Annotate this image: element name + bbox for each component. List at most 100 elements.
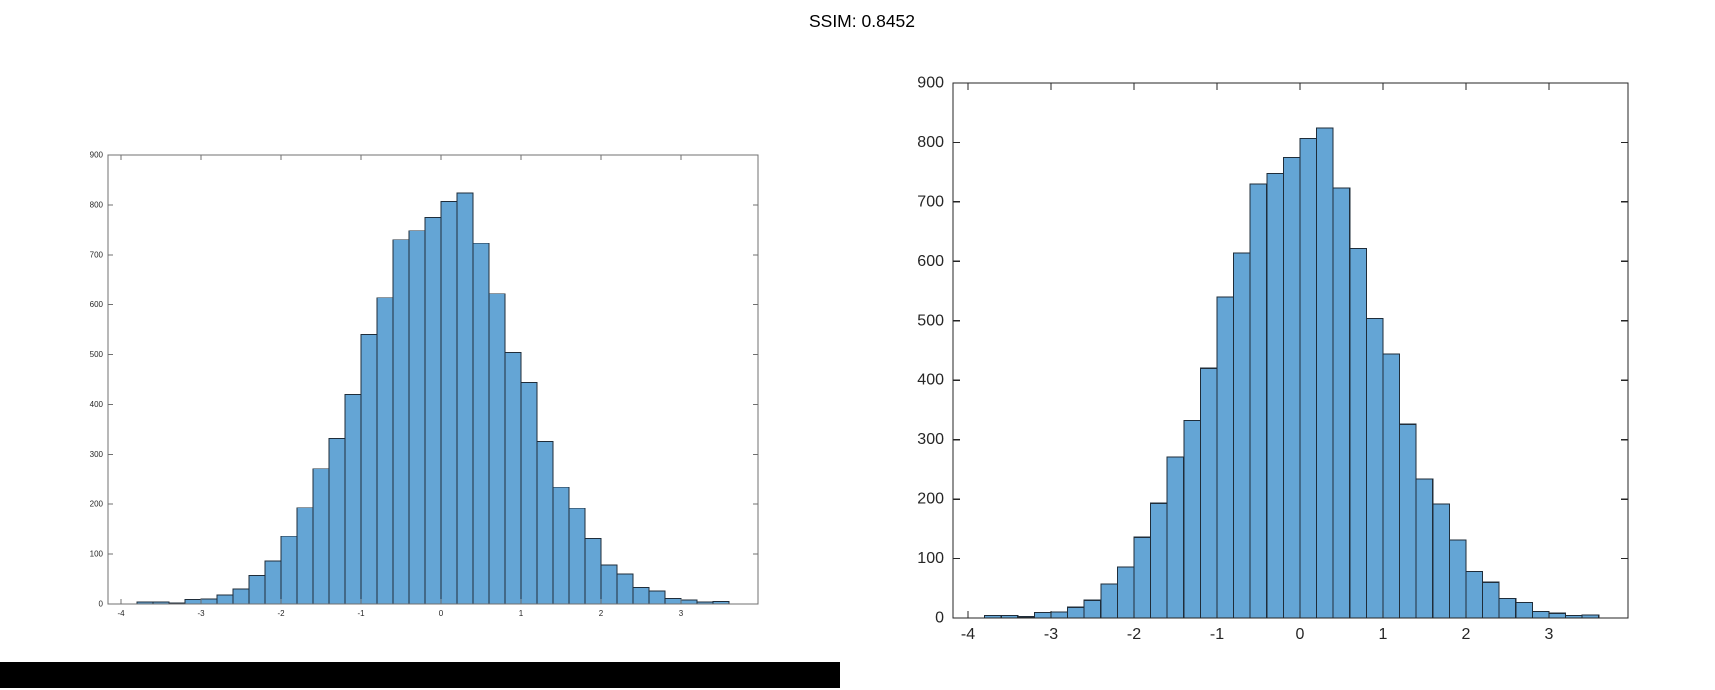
tick-labels: -4 -3 -2 -1 0 1 2 3 0 100 200 300 400 500 600 700 800 900 bbox=[90, 151, 684, 619]
x-tick-label: -2 bbox=[277, 609, 285, 618]
histogram-bar bbox=[216, 594, 234, 605]
x-tick-label: 2 bbox=[599, 609, 604, 618]
histogram-bar bbox=[1299, 137, 1318, 619]
histogram-bar bbox=[1116, 566, 1135, 619]
y-tick-label: 800 bbox=[917, 134, 944, 151]
x-tick-label: -3 bbox=[1044, 626, 1058, 643]
y-tick-label: 800 bbox=[90, 200, 104, 209]
histogram-bar bbox=[1465, 571, 1484, 619]
x-tick-label: 1 bbox=[519, 609, 524, 618]
y-tick-label: 100 bbox=[90, 550, 104, 559]
histogram-bar bbox=[568, 507, 586, 605]
histogram-bar bbox=[296, 507, 314, 605]
histogram-bar bbox=[376, 297, 394, 605]
x-tick-label: 3 bbox=[1545, 626, 1554, 643]
histogram-bar bbox=[1133, 536, 1152, 619]
histogram-bar bbox=[360, 334, 378, 605]
histogram-bar bbox=[1531, 610, 1550, 619]
histogram-bar bbox=[280, 535, 298, 605]
histogram-bar bbox=[1249, 183, 1268, 619]
histogram-bar bbox=[1067, 606, 1085, 619]
histogram-bar bbox=[1199, 367, 1218, 619]
histogram-bar bbox=[1548, 612, 1567, 619]
histogram-bar bbox=[136, 601, 154, 605]
histogram-bar bbox=[168, 602, 186, 605]
histogram-bar bbox=[184, 599, 202, 605]
x-tick-label: -2 bbox=[1127, 626, 1141, 643]
histogram-bar bbox=[552, 486, 570, 605]
histogram-bar bbox=[504, 352, 522, 605]
histogram-bar bbox=[1415, 478, 1434, 619]
histogram-bar bbox=[1033, 612, 1052, 619]
histogram-bar bbox=[344, 394, 362, 605]
x-tick-label: -1 bbox=[357, 609, 365, 618]
y-tick-label: 0 bbox=[99, 600, 104, 609]
y-tick-label: 500 bbox=[917, 312, 944, 329]
histogram-bar bbox=[1581, 614, 1600, 619]
histogram-bar bbox=[664, 598, 682, 605]
histogram-bar bbox=[200, 598, 218, 605]
y-tick-label: 200 bbox=[917, 491, 944, 508]
x-tick-label: -4 bbox=[117, 609, 125, 618]
histogram-bar bbox=[696, 601, 714, 605]
ssim-title: SSIM: 0.8452 bbox=[808, 11, 916, 31]
redaction-bar bbox=[0, 662, 840, 688]
histogram-bar bbox=[1515, 601, 1533, 619]
y-tick-label: 300 bbox=[917, 431, 944, 448]
histogram-bar bbox=[1050, 611, 1069, 619]
histogram-bar bbox=[680, 599, 698, 605]
histogram-bar bbox=[440, 200, 458, 605]
histogram-bar bbox=[248, 575, 266, 605]
y-tick-label: 400 bbox=[90, 400, 104, 409]
histogram-bar bbox=[1349, 247, 1367, 619]
histogram-bar bbox=[152, 601, 170, 605]
histogram-bar bbox=[632, 587, 650, 605]
histogram-bar bbox=[1365, 317, 1384, 619]
histogram-bar bbox=[616, 573, 634, 605]
y-tick-label: 700 bbox=[917, 193, 944, 210]
histogram-bar bbox=[1083, 599, 1102, 619]
y-tick-label: 900 bbox=[917, 75, 944, 92]
x-tick-label: -4 bbox=[961, 626, 975, 643]
histogram-bar bbox=[1332, 187, 1351, 619]
histogram-bar bbox=[984, 615, 1002, 619]
histogram-bar bbox=[1382, 353, 1401, 619]
x-tick-label: 3 bbox=[679, 609, 684, 618]
histogram-bar bbox=[1498, 597, 1517, 619]
axes-box bbox=[952, 82, 1629, 619]
bars bbox=[984, 127, 1600, 619]
x-tick-label: 0 bbox=[1296, 626, 1305, 643]
histogram-bar bbox=[1233, 252, 1251, 619]
histogram-bar bbox=[712, 601, 730, 605]
histogram-bar bbox=[1482, 581, 1500, 619]
x-tick-label: -3 bbox=[197, 609, 205, 618]
histogram-bar bbox=[312, 468, 330, 605]
y-tick-label: 200 bbox=[90, 500, 104, 509]
histogram-bar bbox=[472, 242, 490, 605]
histogram-bar bbox=[1183, 420, 1201, 619]
histogram-bar bbox=[584, 538, 602, 605]
histogram-bar bbox=[1282, 156, 1301, 619]
y-tick-label: 100 bbox=[917, 550, 944, 567]
histogram-bar bbox=[408, 230, 426, 605]
axes-box bbox=[107, 154, 759, 605]
histogram-bar bbox=[392, 239, 410, 605]
y-tick-label: 0 bbox=[935, 610, 944, 627]
y-tick-label: 900 bbox=[90, 151, 104, 160]
x-tick-label: -1 bbox=[1210, 626, 1224, 643]
x-tick-label: 0 bbox=[439, 609, 444, 618]
histogram-bar bbox=[456, 192, 474, 605]
histogram-bar bbox=[1216, 296, 1235, 619]
histogram-bar bbox=[1017, 616, 1035, 619]
histogram-bar bbox=[1399, 423, 1417, 619]
histogram-bar bbox=[1432, 503, 1450, 619]
y-tick-label: 500 bbox=[90, 350, 104, 359]
histogram-bar bbox=[600, 564, 618, 605]
bars bbox=[136, 192, 730, 605]
histogram-bar bbox=[1150, 502, 1168, 619]
histogram-bar bbox=[1448, 539, 1467, 619]
histogram-bar bbox=[232, 588, 250, 605]
